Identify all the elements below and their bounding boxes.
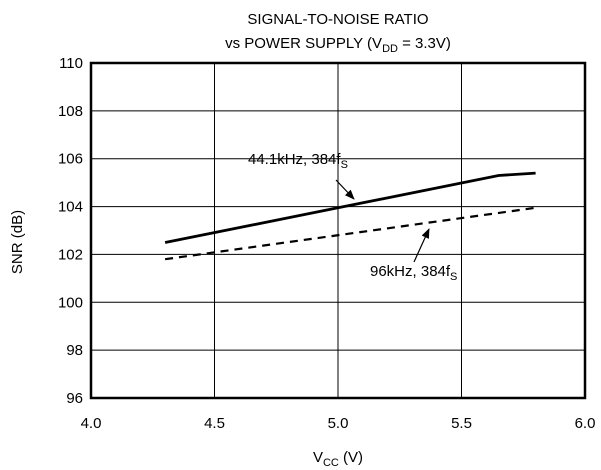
plot-frame xyxy=(89,61,587,400)
chart-title-line2-prefix: vs POWER SUPPLY (V xyxy=(225,35,382,52)
grid-lines xyxy=(90,62,586,399)
y-tick-label-3: 102 xyxy=(58,246,83,263)
y-tick-label-0: 96 xyxy=(66,390,83,407)
x-tick-label-3: 5.5 xyxy=(451,415,472,432)
x-tick-labels: 4.0 4.5 5.0 5.5 6.0 xyxy=(81,415,596,432)
x-tick-label-2: 5.0 xyxy=(328,415,349,432)
chart-title-line1: SIGNAL-TO-NOISE RATIO xyxy=(247,11,428,28)
x-tick-label-1: 4.5 xyxy=(204,415,225,432)
y-tick-label-4: 104 xyxy=(58,199,83,216)
series-annotation-44k: 44.1kHz, 384fS xyxy=(248,151,355,200)
y-tick-label-6: 108 xyxy=(58,103,83,120)
x-axis-label-main: V xyxy=(313,449,323,466)
series-label-96k-main: 96kHz, 384f xyxy=(370,263,451,280)
x-axis-label-sub: CC xyxy=(323,457,339,469)
series-layer xyxy=(164,171,536,261)
series-label-44k: 44.1kHz, 384fS xyxy=(248,151,348,171)
series-label-96k-sub: S xyxy=(450,271,457,283)
y-tick-labels: 96 98 100 102 104 106 108 110 xyxy=(58,55,83,407)
x-axis-label: VCC (V) xyxy=(313,449,363,469)
series-arrow-44k xyxy=(335,179,355,200)
y-axis-label: SNR (dB) xyxy=(9,210,26,274)
series-label-96k: 96kHz, 384fS xyxy=(370,263,457,283)
series-arrow-96k xyxy=(413,228,430,263)
series-annotation-96k: 96kHz, 384fS xyxy=(370,228,457,283)
y-tick-label-1: 98 xyxy=(66,342,83,359)
y-tick-label-5: 106 xyxy=(58,151,83,168)
x-tick-label-4: 6.0 xyxy=(575,415,596,432)
x-axis-label-suffix: (V) xyxy=(339,449,363,466)
chart-title-line2-sub: DD xyxy=(382,43,398,55)
chart-title-line2: vs POWER SUPPLY (VDD = 3.3V) xyxy=(225,35,451,55)
x-tick-label-0: 4.0 xyxy=(81,415,102,432)
series-label-44k-main: 44.1kHz, 384f xyxy=(248,151,341,168)
y-tick-label-2: 100 xyxy=(58,294,83,311)
series-label-44k-sub: S xyxy=(341,159,348,171)
y-tick-label-7: 110 xyxy=(59,55,83,72)
chart-title-line2-suffix: = 3.3V) xyxy=(398,35,451,52)
series-line-1 xyxy=(164,206,536,261)
series-line-0 xyxy=(164,171,536,244)
